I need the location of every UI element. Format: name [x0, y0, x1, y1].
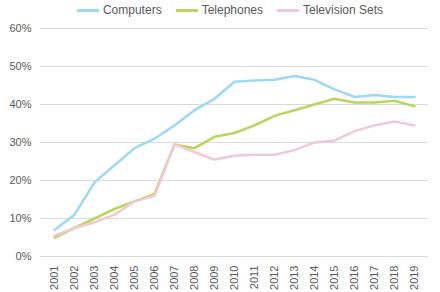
svg-text:2013: 2013: [288, 266, 300, 290]
svg-text:2004: 2004: [108, 266, 120, 290]
svg-text:2003: 2003: [88, 266, 100, 290]
svg-text:2010: 2010: [228, 266, 240, 290]
svg-text:10%: 10%: [9, 212, 31, 224]
svg-text:2015: 2015: [328, 266, 340, 290]
svg-text:2007: 2007: [168, 266, 180, 290]
svg-text:30%: 30%: [9, 136, 31, 148]
svg-text:2012: 2012: [268, 266, 280, 290]
svg-text:40%: 40%: [9, 98, 31, 110]
html-text:Telephones: Telephones: [201, 3, 263, 17]
html-text:Computers: Computers: [102, 3, 162, 17]
svg-text:0%: 0%: [16, 250, 32, 262]
svg-text:2001: 2001: [48, 266, 60, 290]
svg-text:2019: 2019: [408, 266, 420, 290]
svg-text:2009: 2009: [208, 266, 220, 290]
svg-text:20%: 20%: [9, 174, 31, 186]
svg-text:2017: 2017: [368, 266, 380, 290]
svg-text:2008: 2008: [188, 266, 200, 290]
html-text:Television Sets: Television Sets: [303, 3, 384, 17]
svg-text:2016: 2016: [348, 266, 360, 290]
svg-text:2014: 2014: [308, 266, 320, 290]
svg-text:2002: 2002: [68, 266, 80, 290]
svg-text:2011: 2011: [248, 266, 260, 290]
svg-text:2006: 2006: [148, 266, 160, 290]
svg-text:60%: 60%: [9, 22, 31, 34]
svg-text:2005: 2005: [128, 266, 140, 290]
svg-text:2018: 2018: [388, 266, 400, 290]
svg-text:50%: 50%: [9, 60, 31, 72]
